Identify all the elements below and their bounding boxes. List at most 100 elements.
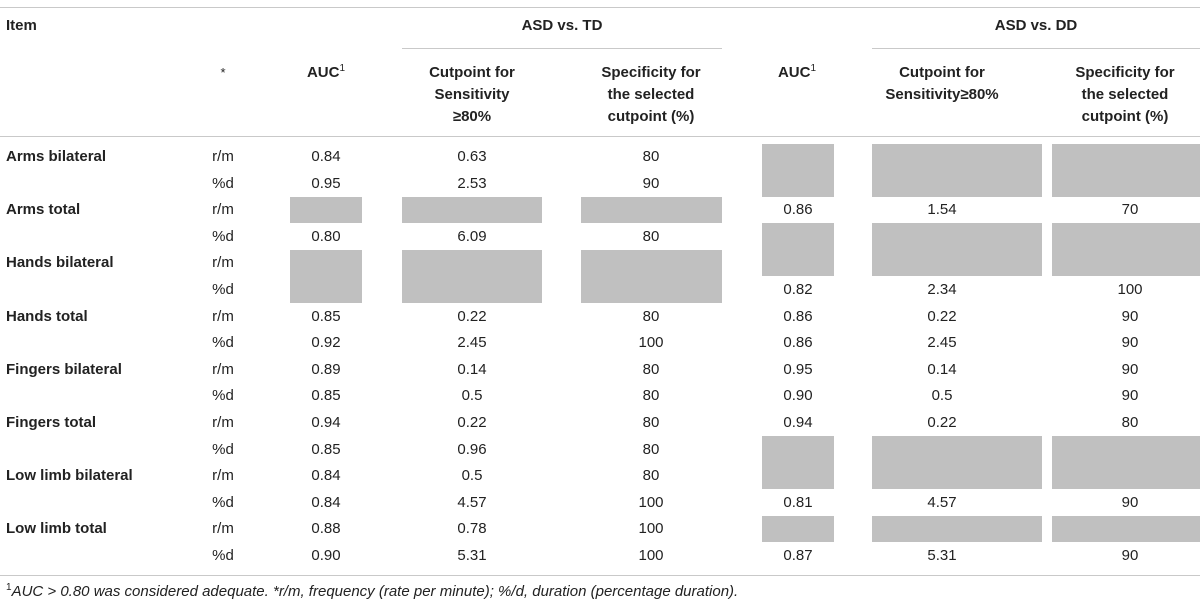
cell-cutpoint-dd: 1.54	[927, 201, 957, 218]
cell-auc-dd: 0.87	[783, 547, 813, 564]
cell-specificity-td: 90	[642, 175, 660, 192]
cell-cutpoint-dd: 4.57	[927, 494, 957, 511]
cell-measure: r/m	[212, 201, 234, 218]
cell-measure: %d	[212, 494, 234, 511]
empty-cell-block	[872, 436, 1042, 489]
header-cutpoint-dd: Cutpoint for Sensitivity≥80%	[862, 62, 1022, 106]
header-specificity-dd-line2: the selected	[1081, 86, 1169, 103]
table-footnote: 1AUC > 0.80 was considered adequate. *r/…	[6, 583, 738, 601]
cell-cutpoint-dd: 5.31	[927, 547, 957, 564]
cell-measure: r/m	[212, 308, 234, 325]
footnote-text: AUC > 0.80 was considered adequate. *r/m…	[11, 583, 739, 600]
cell-auc-dd: 0.86	[783, 334, 813, 351]
cell-specificity-td: 100	[638, 547, 664, 564]
empty-cell-block	[762, 436, 834, 489]
cell-measure: %d	[212, 441, 234, 458]
header-auc-td-sup: 1	[339, 63, 346, 74]
cell-specificity-td: 80	[642, 228, 660, 245]
cell-auc-td: 0.90	[311, 547, 341, 564]
header-bottom-rule	[0, 136, 1200, 137]
cell-specificity-dd: 90	[1121, 547, 1139, 564]
cell-item: Arms total	[6, 201, 81, 218]
cell-specificity-td: 100	[638, 494, 664, 511]
header-star: *	[220, 65, 226, 80]
cell-measure: %d	[212, 547, 234, 564]
cell-cutpoint-dd: 2.45	[927, 334, 957, 351]
cell-auc-td: 0.92	[311, 334, 341, 351]
cell-item: Fingers bilateral	[6, 361, 122, 378]
cell-cutpoint-td: 0.5	[461, 467, 483, 484]
cell-measure: %d	[212, 175, 234, 192]
empty-cell-block	[1052, 144, 1200, 197]
cell-cutpoint-td: 0.78	[457, 520, 487, 537]
cell-auc-td: 0.95	[311, 175, 341, 192]
cell-specificity-dd: 70	[1121, 201, 1139, 218]
cell-auc-td: 0.85	[311, 387, 341, 404]
cell-item: Hands total	[6, 308, 88, 325]
header-specificity-dd: Specificity for the selected cutpoint (%…	[1045, 62, 1200, 128]
cell-auc-td: 0.85	[311, 441, 341, 458]
empty-cell-block	[762, 516, 834, 542]
cell-auc-td: 0.80	[311, 228, 341, 245]
header-group-asd-vs-td: ASD vs. TD	[521, 17, 603, 34]
header-cutpoint-td-line1: Cutpoint for	[429, 64, 515, 81]
cell-cutpoint-td: 2.45	[457, 334, 487, 351]
cell-specificity-td: 80	[642, 148, 660, 165]
cell-cutpoint-td: 6.09	[457, 228, 487, 245]
cell-specificity-td: 80	[642, 414, 660, 431]
cell-specificity-dd: 90	[1121, 494, 1139, 511]
cell-item: Fingers total	[6, 414, 97, 431]
header-cutpoint-dd-line1: Cutpoint for	[899, 64, 985, 81]
cell-specificity-td: 80	[642, 467, 660, 484]
cell-cutpoint-td: 5.31	[457, 547, 487, 564]
cell-measure: r/m	[212, 254, 234, 271]
header-specificity-td-line3: cutpoint (%)	[607, 108, 695, 125]
cell-measure: r/m	[212, 414, 234, 431]
cell-cutpoint-dd: 0.22	[927, 308, 957, 325]
group2-underline	[872, 48, 1200, 49]
cell-cutpoint-dd: 0.22	[927, 414, 957, 431]
cell-cutpoint-td: 4.57	[457, 494, 487, 511]
group1-underline	[402, 48, 722, 49]
cell-cutpoint-dd: 2.34	[927, 281, 957, 298]
cell-specificity-dd: 80	[1121, 414, 1139, 431]
cell-auc-dd: 0.95	[783, 361, 813, 378]
header-group-asd-vs-dd: ASD vs. DD	[994, 17, 1078, 34]
cell-cutpoint-td: 0.22	[457, 414, 487, 431]
cell-auc-td: 0.84	[311, 148, 341, 165]
cell-specificity-dd: 90	[1121, 387, 1139, 404]
header-specificity-td: Specificity for the selected cutpoint (%…	[571, 62, 731, 128]
header-specificity-dd-line3: cutpoint (%)	[1081, 108, 1169, 125]
empty-cell-block	[402, 197, 542, 223]
cell-item: Low limb bilateral	[6, 467, 133, 484]
header-cutpoint-td-line2: Sensitivity	[434, 86, 510, 103]
cell-specificity-td: 80	[642, 441, 660, 458]
header-item: Item	[6, 17, 37, 34]
header-specificity-dd-line1: Specificity for	[1075, 64, 1175, 81]
header-auc-dd-text: AUC	[777, 64, 811, 81]
cell-measure: %d	[212, 228, 234, 245]
header-cutpoint-td: Cutpoint for Sensitivity ≥80%	[392, 62, 552, 128]
header-auc-td: AUC1	[307, 64, 345, 82]
cell-auc-dd: 0.90	[783, 387, 813, 404]
cell-item: Arms bilateral	[6, 148, 107, 165]
cell-item: Low limb total	[6, 520, 107, 537]
footnote-marker: 1	[6, 582, 12, 593]
empty-cell-block	[290, 250, 362, 303]
cell-specificity-td: 80	[642, 387, 660, 404]
header-specificity-td-line1: Specificity for	[601, 64, 701, 81]
cell-measure: r/m	[212, 467, 234, 484]
cell-cutpoint-dd: 0.14	[927, 361, 957, 378]
cell-cutpoint-td: 0.5	[461, 387, 483, 404]
cell-item: Hands bilateral	[6, 254, 114, 271]
cell-measure: r/m	[212, 361, 234, 378]
empty-cell-block	[762, 144, 834, 197]
empty-cell-block	[872, 144, 1042, 197]
cell-cutpoint-td: 0.96	[457, 441, 487, 458]
cell-specificity-dd: 90	[1121, 361, 1139, 378]
header-auc-dd: AUC1	[778, 64, 816, 82]
cell-auc-td: 0.89	[311, 361, 341, 378]
cell-auc-td: 0.85	[311, 308, 341, 325]
empty-cell-block	[1052, 436, 1200, 489]
cell-measure: %d	[212, 387, 234, 404]
